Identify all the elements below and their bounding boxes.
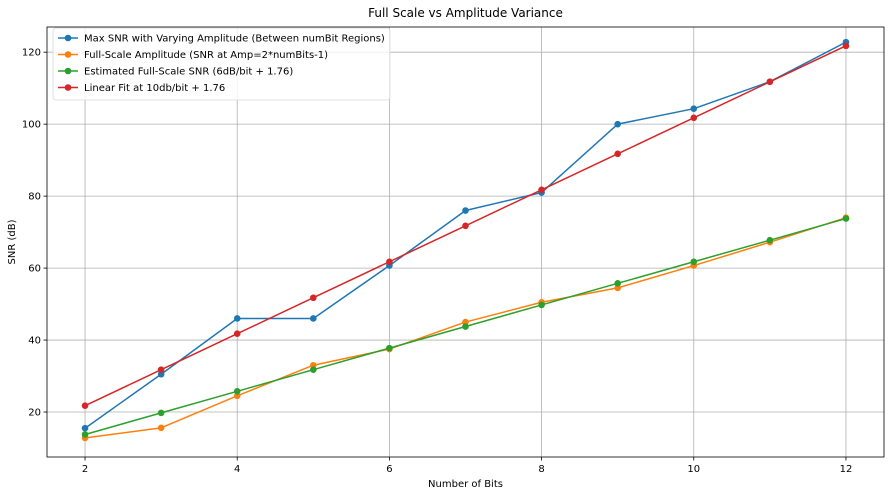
data-point <box>157 366 165 374</box>
x-axis-title: Number of Bits <box>428 479 503 490</box>
data-point <box>614 284 621 292</box>
y-tick-label: 80 <box>28 192 41 203</box>
y-tick-label: 100 <box>22 120 41 131</box>
data-point <box>233 330 241 338</box>
x-tick-label: 10 <box>687 464 700 475</box>
data-point <box>81 402 89 409</box>
data-point <box>233 392 241 400</box>
legend-item: Max SNR with Varying Amplitude (Between … <box>58 34 385 45</box>
data-point <box>766 78 774 86</box>
data-point <box>690 105 698 112</box>
legend-item: Full-Scale Amplitude (SNR at Amp=2*numBi… <box>58 50 328 61</box>
legend-label: Estimated Full-Scale SNR (6dB/bit + 1.76… <box>84 67 293 78</box>
data-point <box>310 294 317 302</box>
legend-item: Linear Fit at 10db/bit + 1.76 <box>58 83 225 94</box>
data-point <box>690 258 698 266</box>
legend: Max SNR with Varying Amplitude (Between … <box>52 27 391 101</box>
data-point <box>538 186 545 194</box>
data-point <box>614 120 621 128</box>
data-point <box>386 344 393 352</box>
data-point <box>310 366 317 374</box>
legend-marker <box>64 84 72 91</box>
legend-marker <box>64 34 72 42</box>
axis-ticks: 2 4 6 8 10 12 20 40 60 80 100 120 <box>22 48 852 475</box>
x-tick-label: 8 <box>538 464 544 475</box>
data-point <box>81 431 89 438</box>
data-point <box>310 315 317 322</box>
x-tick-label: 12 <box>840 464 853 475</box>
x-tick-label: 6 <box>386 464 392 475</box>
data-point <box>538 301 545 309</box>
data-point <box>157 424 165 432</box>
chart-title: Full Scale vs Amplitude Variance <box>368 6 563 20</box>
data-point <box>614 280 621 287</box>
data-point <box>157 409 165 417</box>
data-point <box>462 222 469 230</box>
data-point <box>690 114 698 122</box>
data-point <box>842 215 850 222</box>
y-tick-label: 120 <box>22 48 41 59</box>
data-point <box>157 370 165 378</box>
data-point <box>386 258 393 266</box>
legend-label: Linear Fit at 10db/bit + 1.76 <box>84 83 225 94</box>
data-point <box>233 315 241 322</box>
x-tick-label: 4 <box>234 464 240 475</box>
legend-marker <box>64 51 72 58</box>
series-4 <box>81 42 850 409</box>
data-point <box>462 207 469 214</box>
legend-label: Max SNR with Varying Amplitude (Between … <box>84 34 385 45</box>
y-tick-label: 60 <box>28 264 41 275</box>
x-tick-label: 2 <box>82 464 88 475</box>
data-point <box>462 323 469 330</box>
plot-area-frame <box>46 26 885 458</box>
data-point <box>233 387 241 395</box>
data-point <box>81 424 89 432</box>
data-point <box>614 150 621 158</box>
data-point <box>766 236 774 244</box>
y-axis-title: SNR (dB) <box>7 219 18 264</box>
series-1 <box>81 38 850 432</box>
data-point <box>842 42 850 50</box>
legend-item: Estimated Full-Scale SNR (6dB/bit + 1.76… <box>58 67 293 78</box>
series-layer <box>81 38 850 442</box>
y-tick-label: 40 <box>28 336 41 347</box>
y-tick-label: 20 <box>28 408 41 419</box>
series-3 <box>81 215 850 438</box>
legend-box <box>52 27 391 101</box>
legend-marker <box>64 67 72 75</box>
legend-label: Full-Scale Amplitude (SNR at Amp=2*numBi… <box>84 50 328 61</box>
